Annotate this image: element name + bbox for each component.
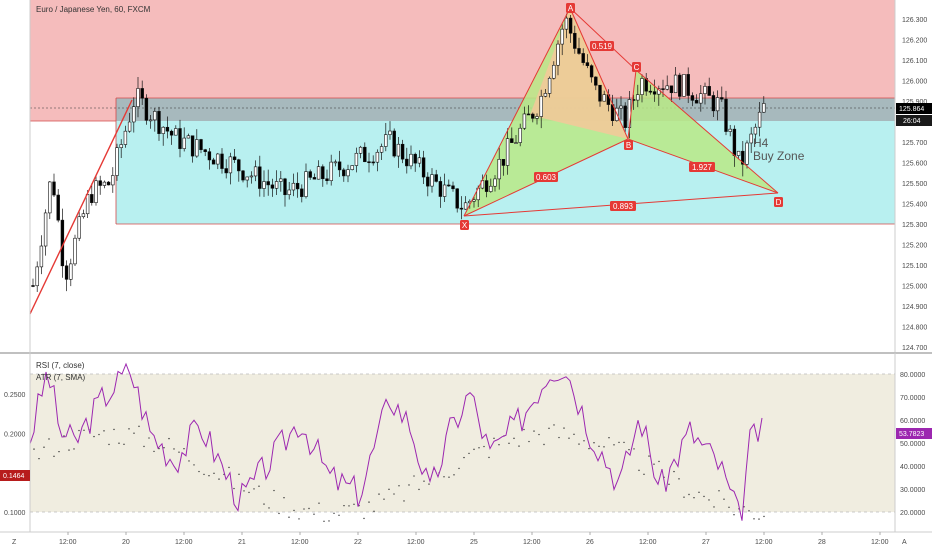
price-tick-label: 124.800 [902,325,927,332]
price-tick-label: 125.400 [902,202,927,209]
rsi-tick-label: 40.0000 [900,464,925,471]
cd-leg [635,69,779,194]
price-tick-label: 126.200 [902,38,927,45]
ratio-label-bc: 0.519 [590,41,614,51]
zone-overlap-rect [116,98,895,121]
rsi-series [29,362,763,521]
price-tick-label: 125.000 [902,284,927,291]
rsi-tick-label: 50.0000 [900,441,925,448]
time-tick-label: 12:00 [871,539,889,546]
point-label-b: B [624,140,633,150]
time-tick-label: 20 [122,539,130,546]
svg-text:125.864: 125.864 [899,106,924,113]
time-tick-label: 12:00 [59,539,77,546]
time-tick-label: 28 [818,539,826,546]
chart-title: Euro / Japanese Yen, 60, FXCM [36,5,151,14]
rsi-tick-label: 80.0000 [900,372,925,379]
svg-text:B: B [626,141,631,150]
svg-text:53.7823: 53.7823 [899,431,924,438]
ratio-label-cd: 1.927 [689,162,715,172]
buy-zone-label-h4: H4 [753,136,769,150]
bc-leg [627,69,637,140]
price-tick-label: 125.300 [902,222,927,229]
indicator-pane[interactable] [30,373,895,513]
price-pane[interactable] [0,0,895,352]
ac-leg [569,7,637,71]
time-tick-label: 12:00 [523,539,541,546]
price-tick-label: 125.600 [902,161,927,168]
point-label-c: C [632,62,641,72]
svg-text:D: D [776,198,782,207]
last-price-tag: 125.864 26:04 [896,103,932,126]
svg-text:1.927: 1.927 [692,163,713,172]
rsi-tick-label: 70.0000 [900,395,925,402]
svg-text:X: X [462,221,468,230]
time-tick-label: 12:00 [639,539,657,546]
svg-text:26:04: 26:04 [903,118,921,125]
price-tick-label: 125.700 [902,140,927,147]
point-label-d: D [774,197,783,207]
bcd-triangle [628,70,778,193]
time-tick-label: 21 [238,539,246,546]
rsi-tick-label: 20.0000 [900,510,925,517]
price-axis[interactable]: 126.300 126.200 126.100 126.000 125.900125.8… [894,0,927,352]
price-tick-label: 124.900 [902,304,927,311]
atr-axis[interactable]: 0.2500 0.2000 0.1000 [4,0,31,532]
price-tick-label: 126.000 [902,79,927,86]
time-tick-label: 27 [702,539,710,546]
candlestick-series [31,13,766,292]
time-tick-label: 26 [586,539,594,546]
time-tick-label: 12:00 [407,539,425,546]
buy-zone-label-text: Buy Zone [753,149,805,163]
rsi-tick-label: 60.0000 [900,418,925,425]
atr-tick-label: 0.2500 [4,392,26,399]
rsi-title: RSI (7, close) [36,361,85,370]
abc-triangle [530,8,628,139]
time-tick-label: 12:00 [755,539,773,546]
atr-tick-label: 0.2000 [4,431,26,438]
time-tick-label: 12:00 [291,539,309,546]
rsi-axis[interactable]: 80.0000 70.0000 60.0000 50.0000 40.0000 30.00… [894,353,925,532]
svg-text:A: A [568,4,574,13]
price-tick-label: 125.900 [902,99,927,106]
price-tick-label: 125.200 [902,243,927,250]
rsi-tick-label: 30.0000 [900,487,925,494]
svg-text:0.603: 0.603 [536,173,557,182]
price-tick-label: 125.100 [902,263,927,270]
ratio-label-ab: 0.603 [534,172,558,182]
svg-text:0.893: 0.893 [613,202,634,211]
svg-text:0.1464: 0.1464 [3,473,25,480]
price-tick-label: 125.500 [902,181,927,188]
ab-leg [569,7,629,140]
price-tick-label: 124.700 [902,345,927,352]
time-tick-label: 12:00 [175,539,193,546]
svg-text:C: C [634,63,640,72]
time-axis-right-marker[interactable]: A [902,539,907,546]
atr-tick-label: 0.1000 [4,510,26,517]
xa-leg [463,7,571,217]
time-axis-left-marker[interactable]: Z [12,539,17,546]
impulse-trendline [29,99,133,315]
price-tick-label: 126.100 [902,58,927,65]
atr-value-tag: 0.1464 [0,470,30,481]
time-tick-label: 22 [354,539,362,546]
point-label-a: A [566,3,575,13]
time-axis[interactable]: 12:00 20 12:00 21 12:00 22 12:00 25 12:00 26 12:00… [59,532,889,546]
time-tick-label: 25 [470,539,478,546]
atr-series [33,424,765,522]
point-label-x: X [460,220,469,230]
rsi-value-tag: 53.7823 [896,428,932,439]
ratio-label-xd: 0.893 [610,201,636,211]
atr-title: ATR (7, SMA) [36,373,86,382]
svg-text:0.519: 0.519 [592,42,613,51]
price-tick-label: 126.300 [902,17,927,24]
